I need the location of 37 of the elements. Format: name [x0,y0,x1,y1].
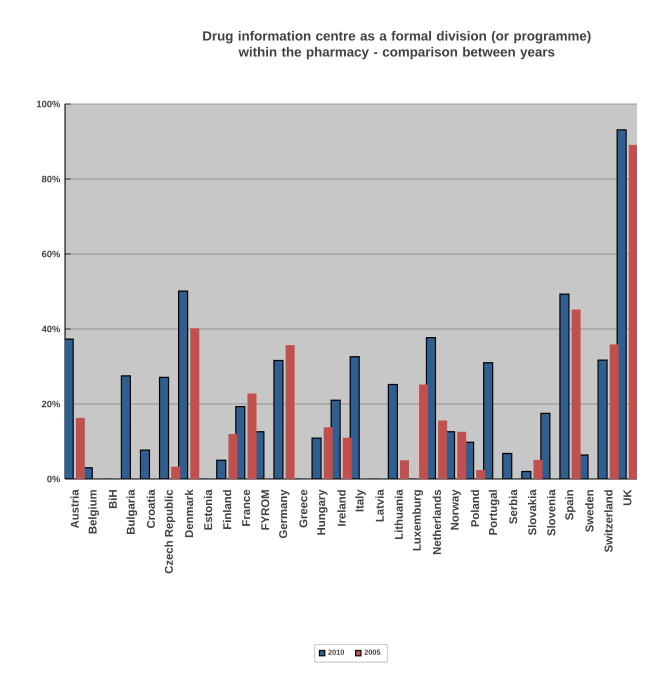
y-tick-label: 100% [37,100,60,108]
x-tick-label: FYROM [261,490,270,530]
x-tick-label: Slovakia [528,489,536,536]
x-tick-label: Ireland [337,490,346,526]
x-tick-label: Poland [470,490,480,526]
x-tick-label: Finland [222,490,232,529]
x-tick-label: Estonia [204,489,212,530]
y-tick-label: 60% [42,250,60,258]
x-tick-label: Spain [564,490,576,520]
x-tick-label: Slovenia [547,489,556,536]
x-tick-label: Sweden [585,490,594,532]
y-tick-label: 40% [42,326,60,332]
x-tick-label: France [242,490,250,526]
x-tick-label: Norway [450,489,461,530]
x-tick-label: Hungary [317,489,328,535]
x-tick-label: Bulgaria [126,489,138,534]
x-tick-label: Austria [70,489,79,528]
y-tick-label: 80% [42,176,60,182]
x-tick-label: Switzerland [604,490,613,552]
chart-title: Drug information centre as a formal division (or programme) within the pharmacy - comparison between years [203,30,591,60]
x-tick-label: UK [624,490,632,506]
x-tick-label: Germany [279,489,290,538]
x-tick-label: Denmark [184,489,194,538]
x-tick-label: Luxemburg [412,490,424,550]
x-tick-label: Netherlands [432,490,441,554]
x-tick-label: Latvia [375,489,384,522]
x-tick-label: Serbia [508,489,518,524]
x-tick-label: Lithuania [394,489,403,540]
x-tick-label: Italy [355,489,366,512]
x-tick-label: Croatia [146,489,155,528]
x-tick-label: Greece [299,490,308,528]
x-tick-label: Portugal [488,490,500,535]
y-tick-label: 0% [47,476,60,482]
x-tick-label: Belgium [88,490,99,534]
x-tick-label: BiH [108,490,117,508]
y-tick-label: 20% [42,400,60,408]
x-tick-label: Czech Republic [164,490,176,574]
